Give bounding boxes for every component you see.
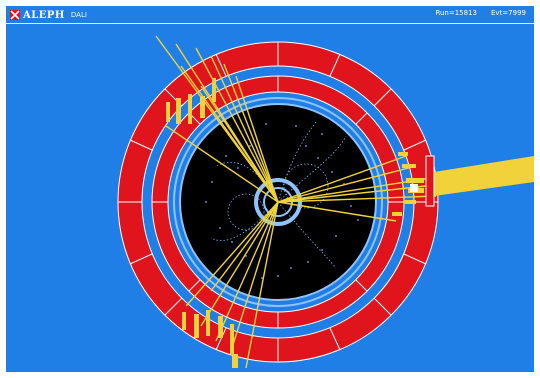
- header-divider: [6, 23, 534, 24]
- event-display-frame: ALEPH DALI Run=15813 Evt=7999: [6, 6, 534, 372]
- particle-tracks: [155, 35, 437, 369]
- event-meta: Run=15813 Evt=7999: [435, 9, 526, 17]
- event-number: Evt=7999: [491, 9, 526, 17]
- app-subtitle: DALI: [70, 11, 87, 19]
- jet-energy-flow: [410, 155, 534, 207]
- header-bar: ALEPH DALI Run=15813 Evt=7999: [6, 6, 534, 24]
- aleph-logo: ALEPH DALI: [10, 10, 87, 21]
- aleph-logo-icon: [10, 10, 20, 20]
- run-number: Run=15813: [435, 9, 477, 17]
- app-title: ALEPH: [23, 9, 65, 21]
- tracker-hits: [205, 123, 359, 279]
- detector-view: [117, 35, 534, 369]
